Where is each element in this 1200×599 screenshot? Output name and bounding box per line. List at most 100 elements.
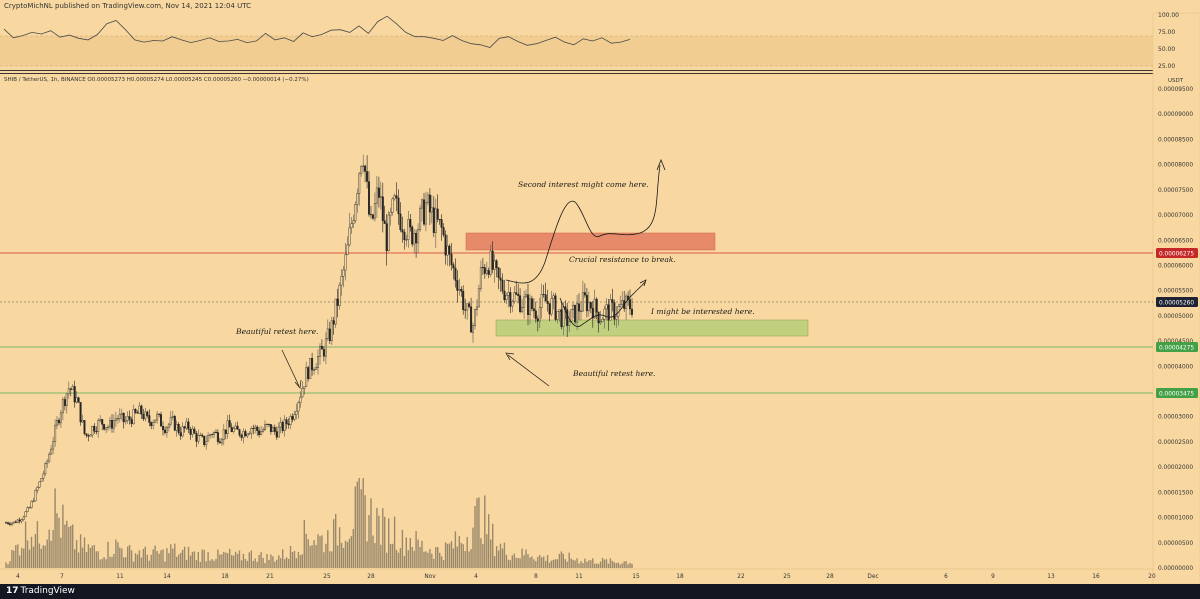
candle-body bbox=[287, 423, 290, 425]
volume-bar bbox=[225, 552, 227, 568]
volume-bar bbox=[74, 549, 76, 568]
candle-body bbox=[585, 294, 588, 312]
candle-body bbox=[631, 308, 634, 315]
candle-body bbox=[458, 289, 461, 291]
volume-bar bbox=[234, 551, 237, 568]
volume-bar bbox=[7, 564, 9, 568]
volume-bar bbox=[285, 557, 288, 568]
candle-body bbox=[479, 267, 482, 289]
candle-body bbox=[487, 270, 490, 275]
svg-text:0.00003475: 0.00003475 bbox=[1159, 392, 1194, 398]
annotation-retest-right: Beautiful retest here. bbox=[572, 369, 655, 378]
price-tick-label: 0.00008500 bbox=[1158, 137, 1193, 143]
volume-bar bbox=[358, 478, 360, 568]
volume-bar bbox=[221, 554, 223, 568]
candle-body bbox=[477, 288, 480, 308]
candle-body bbox=[165, 427, 168, 433]
candle-body bbox=[381, 196, 384, 221]
volume-bar bbox=[311, 545, 313, 568]
volume-bar bbox=[336, 545, 339, 568]
volume-bar bbox=[158, 553, 160, 568]
volume-bar bbox=[136, 554, 139, 568]
volume-bar bbox=[295, 558, 298, 568]
volume-bar bbox=[303, 519, 305, 568]
volume-bar bbox=[576, 558, 578, 568]
candle-body bbox=[405, 239, 408, 241]
candle-body bbox=[601, 319, 604, 322]
volume-bar bbox=[511, 555, 513, 568]
candle-body bbox=[566, 309, 569, 326]
volume-bar bbox=[527, 554, 529, 568]
volume-bar bbox=[521, 548, 523, 568]
candle-body bbox=[413, 232, 416, 245]
volume-bar bbox=[52, 530, 54, 568]
volume-bar bbox=[389, 544, 392, 568]
volume-bar bbox=[274, 561, 276, 568]
volume-bar bbox=[631, 563, 633, 568]
volume-bar bbox=[125, 557, 127, 568]
volume-bar bbox=[501, 548, 504, 568]
candle-body bbox=[407, 219, 410, 240]
candle-body bbox=[442, 227, 445, 236]
candle-body bbox=[452, 264, 455, 269]
candle-body bbox=[6, 522, 9, 525]
volume-bar bbox=[319, 536, 321, 568]
symbol-info: SHIB / TetherUS, 1h, BINANCE O0.00005273… bbox=[4, 77, 309, 83]
candle-body bbox=[79, 402, 82, 423]
volume-bar bbox=[484, 495, 486, 568]
candle-body bbox=[538, 307, 541, 322]
tradingview-logo[interactable]: 17 TradingView bbox=[6, 586, 75, 596]
candle-body bbox=[46, 460, 49, 465]
volume-bar bbox=[79, 534, 82, 568]
candle-body bbox=[438, 219, 441, 221]
candle-body bbox=[580, 310, 583, 312]
volume-bar bbox=[252, 560, 254, 568]
candle-body bbox=[307, 367, 310, 380]
candle-body bbox=[366, 171, 369, 182]
volume-bar bbox=[152, 549, 154, 568]
candle-body bbox=[189, 429, 192, 435]
candle-body bbox=[454, 267, 457, 281]
candle-body bbox=[417, 229, 420, 244]
candle-body bbox=[140, 405, 143, 415]
volume-bar bbox=[140, 557, 143, 568]
volume-bar bbox=[370, 498, 372, 568]
volume-bar bbox=[625, 561, 627, 568]
x-tick-label: 14 bbox=[163, 574, 171, 580]
candle-body bbox=[385, 223, 388, 252]
retest-arrowhead-1 bbox=[294, 379, 302, 389]
volume-bar bbox=[34, 534, 37, 568]
volume-bar bbox=[132, 561, 135, 568]
volume-bar bbox=[562, 553, 564, 568]
volume-bar bbox=[470, 549, 472, 568]
candle-body bbox=[350, 223, 353, 229]
candle-body bbox=[619, 304, 622, 307]
volume-bar bbox=[193, 551, 196, 568]
candle-body bbox=[456, 280, 459, 291]
volume-bar bbox=[130, 550, 133, 568]
candle-body bbox=[587, 302, 590, 312]
volume-bar bbox=[111, 556, 113, 568]
candle-body bbox=[203, 435, 206, 446]
volume-bar bbox=[411, 547, 413, 568]
candle-body bbox=[519, 295, 522, 312]
volume-bar bbox=[223, 551, 225, 568]
candle-body bbox=[197, 435, 200, 442]
volume-bar bbox=[474, 506, 476, 568]
candle-body bbox=[613, 302, 616, 320]
volume-bar bbox=[421, 540, 423, 568]
candle-body bbox=[58, 420, 61, 424]
candle-body bbox=[393, 195, 396, 200]
candle-body bbox=[544, 294, 547, 302]
candle-body bbox=[485, 270, 488, 274]
candle-body bbox=[256, 426, 259, 431]
volume-bar bbox=[386, 552, 388, 568]
candle-body bbox=[279, 422, 282, 428]
candle-body bbox=[568, 321, 571, 326]
volume-bar bbox=[552, 559, 555, 568]
volume-bar bbox=[268, 560, 270, 568]
candle-body bbox=[436, 208, 439, 220]
price-badge-last: 0.00005260 bbox=[1156, 297, 1198, 307]
candle-body bbox=[476, 306, 479, 310]
